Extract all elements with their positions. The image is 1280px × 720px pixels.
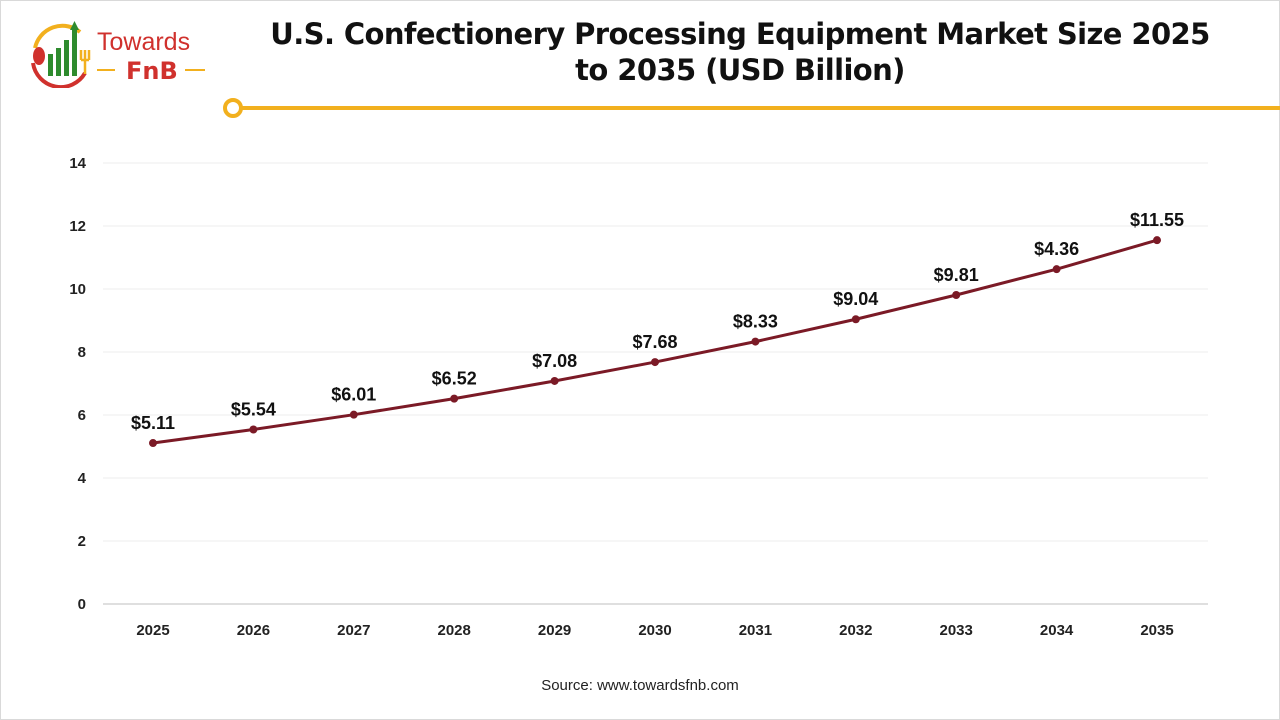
y-tick-label: 0	[78, 596, 86, 613]
data-point	[651, 358, 659, 367]
data-point	[851, 315, 860, 324]
x-tick-label: 2033	[940, 622, 973, 639]
data-label: $5.11	[131, 413, 175, 433]
data-point	[450, 394, 459, 403]
accent-circle	[223, 98, 243, 118]
x-tick-label: 2027	[337, 622, 370, 639]
x-tick-label: 2028	[438, 622, 471, 639]
data-point	[349, 410, 358, 419]
x-tick-label: 2025	[136, 622, 169, 639]
x-tick-label: 2034	[1040, 622, 1074, 639]
data-point	[1153, 236, 1161, 245]
data-label: $7.08	[532, 351, 577, 371]
y-tick-label: 4	[78, 470, 87, 487]
chart-title: U.S. Confectionery Processing Equipment …	[270, 17, 1210, 87]
y-tick-label: 12	[69, 218, 86, 235]
data-label: $11.55	[1130, 210, 1184, 230]
data-label: $8.33	[733, 312, 778, 332]
data-point	[149, 439, 157, 448]
data-point	[550, 376, 559, 385]
data-point	[1052, 265, 1061, 274]
towards-fnb-logo: Towards FnB	[25, 18, 215, 88]
data-point	[952, 290, 961, 299]
data-point	[751, 337, 760, 346]
data-label: $9.04	[833, 289, 878, 309]
x-tick-label: 2035	[1140, 622, 1173, 639]
source-note: Source: www.towardsfnb.com	[541, 677, 739, 694]
svg-text:FnB: FnB	[126, 57, 178, 85]
data-point	[249, 425, 258, 434]
x-tick-label: 2030	[638, 622, 671, 639]
data-label: $6.52	[432, 369, 477, 389]
x-tick-label: 2026	[237, 622, 270, 639]
x-tick-label: 2029	[538, 622, 571, 639]
x-tick-label: 2032	[839, 622, 872, 639]
y-tick-label: 6	[78, 407, 86, 424]
x-tick-label: 2031	[739, 622, 772, 639]
data-label: $6.01	[331, 385, 376, 405]
data-label: $5.54	[231, 399, 276, 419]
data-label: $4.36	[1034, 239, 1079, 259]
y-tick-label: 8	[78, 344, 86, 361]
y-tick-label: 10	[69, 281, 86, 298]
y-tick-label: 14	[69, 155, 86, 172]
data-label: $9.81	[934, 265, 979, 285]
svg-text:Towards: Towards	[97, 28, 190, 56]
y-tick-label: 2	[78, 533, 86, 550]
data-label: $7.68	[632, 332, 677, 352]
